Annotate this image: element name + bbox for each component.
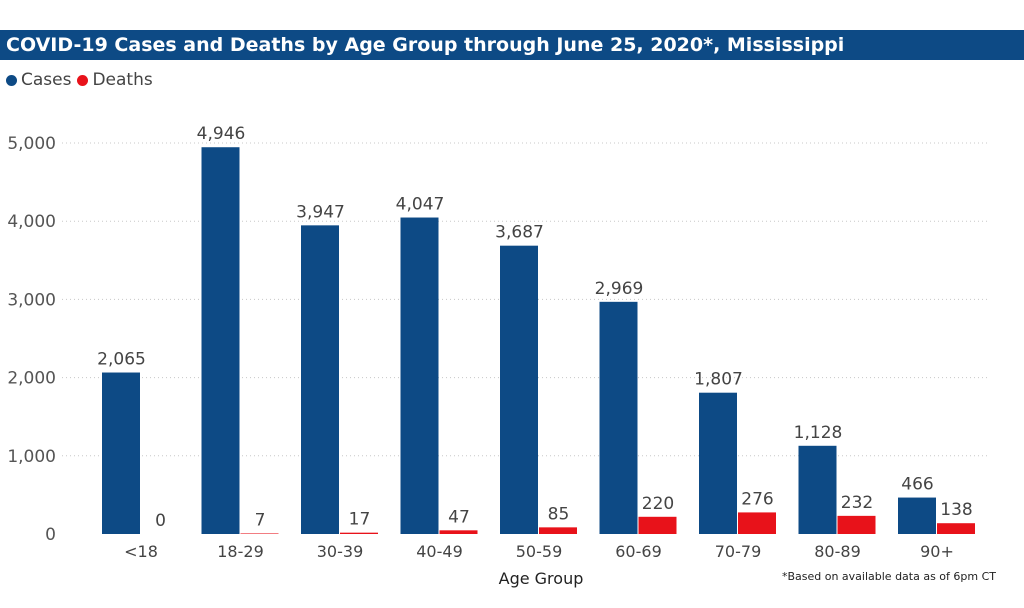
deaths-bar: [837, 515, 876, 534]
deaths-bar: [340, 532, 378, 534]
deaths-value-label: 7: [255, 510, 266, 530]
legend-item-deaths: Deaths: [77, 70, 153, 90]
cases-value-label: 3,687: [495, 223, 544, 243]
cases-value-label: 2,065: [97, 350, 146, 370]
cases-value-label: 3,947: [296, 202, 345, 222]
cases-bar: [301, 225, 339, 534]
legend-item-cases: Cases: [6, 70, 71, 90]
cases-bar: [400, 217, 439, 534]
x-tick-label: 60-69: [615, 542, 662, 561]
legend: Cases Deaths: [6, 68, 159, 92]
x-tick-label: <18: [124, 542, 158, 561]
deaths-value-label: 232: [841, 493, 873, 513]
x-tick-label: 70-79: [715, 542, 762, 561]
x-tick-label: 50-59: [516, 542, 563, 561]
cases-bar: [201, 147, 240, 535]
deaths-value-label: 276: [741, 489, 773, 509]
cases-value-label: 4,946: [197, 124, 246, 144]
cases-value-label: 1,128: [794, 423, 843, 443]
x-tick-label: 90+: [920, 542, 954, 561]
deaths-value-label: 17: [349, 510, 371, 530]
deaths-bar: [439, 530, 478, 534]
x-tick-label: 40-49: [416, 542, 463, 561]
cases-value-label: 1,807: [694, 370, 743, 390]
legend-label-deaths: Deaths: [92, 70, 153, 90]
y-tick-label: 2,000: [7, 369, 56, 389]
deaths-bar: [937, 523, 975, 534]
deaths-value-label: 85: [548, 504, 570, 524]
x-tick-label: 30-39: [317, 542, 364, 561]
deaths-value-label: 47: [448, 507, 470, 527]
deaths-bar: [539, 527, 577, 534]
x-axis-title: Age Group: [499, 569, 584, 588]
deaths-bar: [638, 516, 677, 534]
legend-marker-cases: [6, 74, 17, 86]
cases-value-label: 2,969: [595, 279, 644, 299]
cases-bar: [599, 301, 638, 534]
deaths-value-label: 220: [642, 494, 674, 514]
chart-title: COVID-19 Cases and Deaths by Age Group t…: [0, 30, 1024, 60]
legend-label-cases: Cases: [21, 70, 72, 90]
y-tick-label: 5,000: [7, 134, 56, 154]
cases-bar: [102, 372, 140, 534]
x-tick-label: 18-29: [217, 542, 264, 561]
deaths-bar: [240, 533, 279, 534]
cases-bar: [798, 445, 837, 534]
footnote: *Based on available data as of 6pm CT: [781, 570, 996, 583]
y-tick-label: 3,000: [7, 290, 56, 310]
x-tick-label: 80-89: [814, 542, 861, 561]
legend-marker-deaths: [77, 74, 89, 86]
y-tick-label: 1,000: [7, 447, 56, 467]
y-tick-label: 0: [45, 525, 56, 545]
cases-value-label: 466: [901, 475, 933, 495]
cases-value-label: 4,047: [396, 195, 445, 215]
cases-bar: [699, 392, 737, 534]
y-tick-label: 4,000: [7, 212, 56, 232]
deaths-value-label: 138: [940, 500, 972, 520]
deaths-value-label: 0: [155, 511, 166, 531]
cases-bar: [500, 245, 538, 534]
cases-bar: [898, 497, 936, 534]
deaths-bar: [738, 512, 776, 534]
